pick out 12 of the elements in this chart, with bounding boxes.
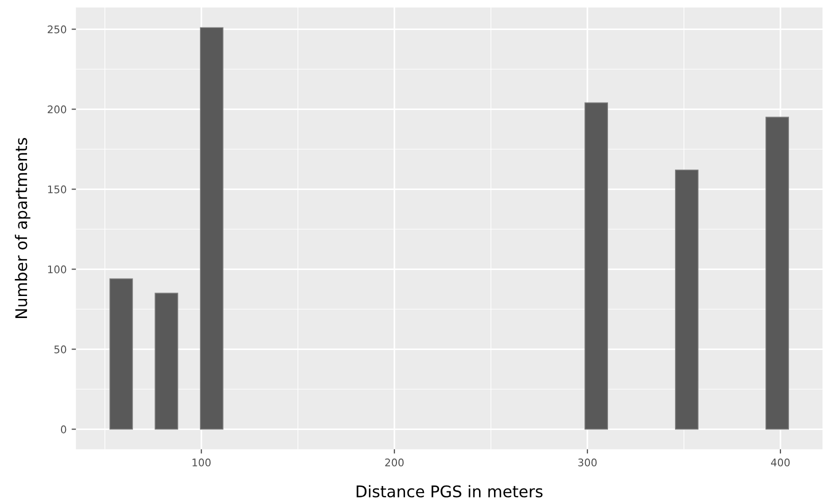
y-tick-label: 100 [48,265,66,274]
x-tick-label: 300 [578,458,597,466]
y-tick-label: 0 [60,425,66,434]
y-tick-label: 200 [48,105,66,114]
x-tick-label: 200 [385,458,404,466]
y-tick-label: 150 [48,185,66,194]
y-tick-label: 250 [48,25,66,34]
x-tick-label: 400 [771,458,790,466]
x-tick-label: 100 [192,458,211,466]
y-axis-title: Number of apartments [14,138,30,318]
y-tick-label: 50 [54,345,66,354]
x-axis-title: Distance PGS in meters [356,485,543,498]
